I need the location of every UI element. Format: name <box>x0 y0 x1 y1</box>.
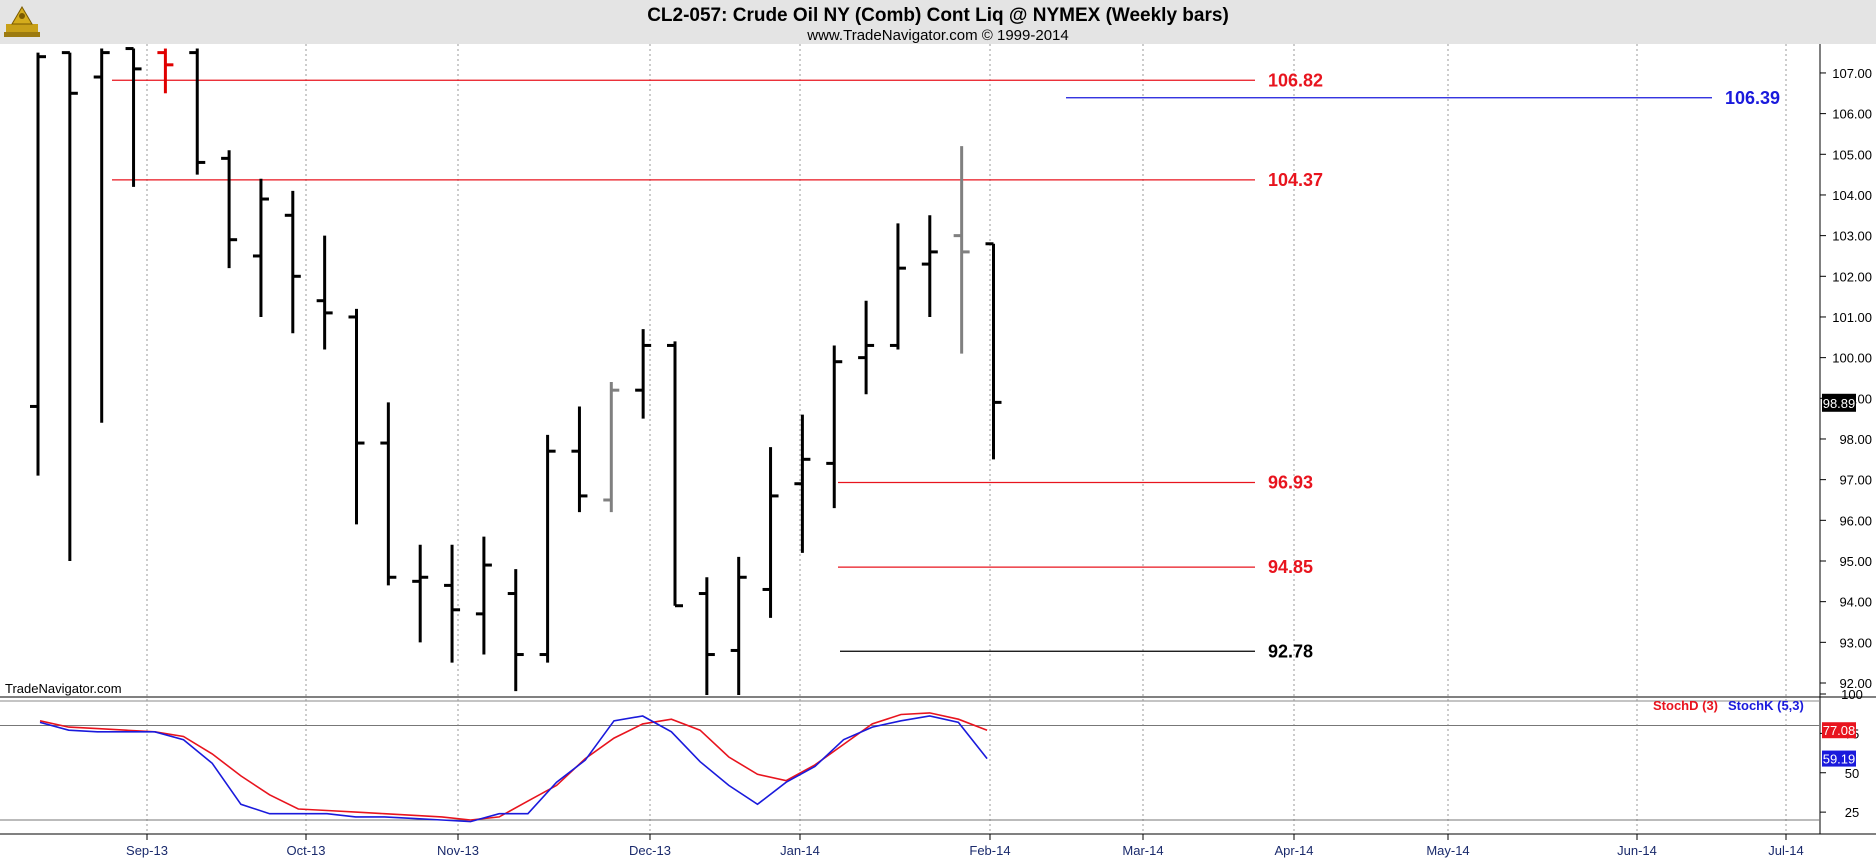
y-tick-label: 103.00 <box>1832 229 1872 244</box>
plot-background <box>0 44 1876 860</box>
watermark-text: TradeNavigator.com <box>5 681 122 696</box>
ohlc-bar <box>412 544 429 643</box>
y-tick-label: 105.00 <box>1832 147 1872 162</box>
ohlc-bar <box>348 308 365 525</box>
y-tick-label: 94.00 <box>1839 595 1872 610</box>
stoch-last-box-k <box>1822 750 1856 767</box>
stoch-last-label-d: 77.08 <box>1823 723 1856 738</box>
stoch-line-k <box>39 715 988 823</box>
header-background <box>0 0 1876 44</box>
price-levels: 106.82 104.37 96.93 94.85 92.78 106.39 <box>112 70 1780 661</box>
ohlc-bar <box>921 215 938 317</box>
chart-subtitle: www.TradeNavigator.com © 1999-2014 <box>806 27 1068 44</box>
legend-stochk: StochK (5,3) <box>1728 698 1804 713</box>
y-tick-label: 98.00 <box>1839 432 1872 447</box>
x-tick-label: Jan-14 <box>780 843 820 858</box>
y-tick-label: 97.00 <box>1839 473 1872 488</box>
ohlc-bar <box>858 300 875 395</box>
ohlc-bar <box>221 150 238 269</box>
trade-navigator-logo-icon <box>4 6 40 37</box>
x-tick-label: Dec-13 <box>629 843 671 858</box>
y-tick-label: 92.00 <box>1839 676 1872 691</box>
y-tick-label: 104.00 <box>1832 188 1872 203</box>
ohlc-bar <box>762 447 779 618</box>
vertical-gridlines <box>146 44 1787 834</box>
ohlc-bar <box>444 544 461 663</box>
stoch-y-tick-label: 100 <box>1841 687 1863 702</box>
y-tick-label: 95.00 <box>1839 554 1872 569</box>
level-label-106.82: 106.82 <box>1268 70 1323 90</box>
level-label-96.93: 96.93 <box>1268 472 1313 492</box>
ohlc-bar <box>125 47 142 187</box>
last-price-box <box>1822 393 1856 412</box>
ohlc-bar <box>730 556 747 695</box>
x-tick-label: Feb-14 <box>969 843 1010 858</box>
x-tick-label: Oct-13 <box>286 843 325 858</box>
time-axis: Sep-13 Oct-13 Nov-13 Dec-13 Jan-14 Feb-14 Mar-… <box>126 834 1804 858</box>
last-price-label: 98.89 <box>1823 396 1856 411</box>
ohlc-bar <box>985 242 1002 460</box>
level-label-94.85: 94.85 <box>1268 557 1313 577</box>
x-tick-label: Nov-13 <box>437 843 479 858</box>
stoch-y-tick-label: 25 <box>1845 805 1859 820</box>
ohlc-bar <box>252 178 269 317</box>
stoch-line-d <box>39 712 988 821</box>
y-tick-label: 107.00 <box>1832 66 1872 81</box>
y-tick-label: 96.00 <box>1839 513 1872 528</box>
x-tick-label: Apr-14 <box>1274 843 1313 858</box>
ohlc-bar <box>794 414 811 553</box>
level-label-104.37: 104.37 <box>1268 170 1323 190</box>
y-tick-label: 101.00 <box>1832 310 1872 325</box>
ohlc-bar <box>30 52 46 476</box>
ohlc-bar <box>507 569 524 692</box>
ohlc-bar <box>475 536 492 655</box>
ohlc-bar <box>667 341 683 608</box>
x-tick-label: May-14 <box>1426 843 1469 858</box>
x-tick-label: Mar-14 <box>1122 843 1163 858</box>
ohlc-bar <box>635 329 652 419</box>
level-label-92.78: 92.78 <box>1268 641 1313 661</box>
ohlc-bar <box>826 345 843 509</box>
y-tick-label: 106.00 <box>1832 107 1872 122</box>
x-tick-label: Sep-13 <box>126 843 168 858</box>
chart-title: CL2-057: Crude Oil NY (Comb) Cont Liq @ … <box>647 5 1229 26</box>
ohlc-bar <box>93 48 110 423</box>
ohlc-bar <box>61 51 78 561</box>
y-tick-label: 102.00 <box>1832 269 1872 284</box>
ohlc-bar <box>603 382 620 513</box>
ohlc-bar <box>698 577 715 695</box>
ohlc-bar <box>889 223 906 350</box>
stoch-y-tick-label: 50 <box>1845 766 1859 781</box>
ohlc-bar <box>157 48 174 94</box>
ohlc-bar <box>284 190 301 334</box>
y-tick-label: 93.00 <box>1839 635 1872 650</box>
level-label-106.39: 106.39 <box>1725 88 1780 108</box>
last-price-marker: 98.89 <box>1822 393 1856 412</box>
stoch-last-label-k: 59.19 <box>1823 752 1856 767</box>
x-tick-label: Jul-14 <box>1768 843 1803 858</box>
y-tick-label: 100.00 <box>1832 351 1872 366</box>
x-tick-label: Jun-14 <box>1617 843 1657 858</box>
stoch-last-box-d <box>1822 722 1856 739</box>
legend-stochd: StochD (3) <box>1653 698 1718 713</box>
ohlc-bar <box>539 434 556 663</box>
ohlc-bar <box>189 48 206 175</box>
ohlc-bar <box>316 235 333 350</box>
ohlc-bar <box>571 406 588 513</box>
ohlc-bar <box>380 402 397 586</box>
price-bars <box>30 47 1002 695</box>
ohlc-bar <box>953 146 970 354</box>
